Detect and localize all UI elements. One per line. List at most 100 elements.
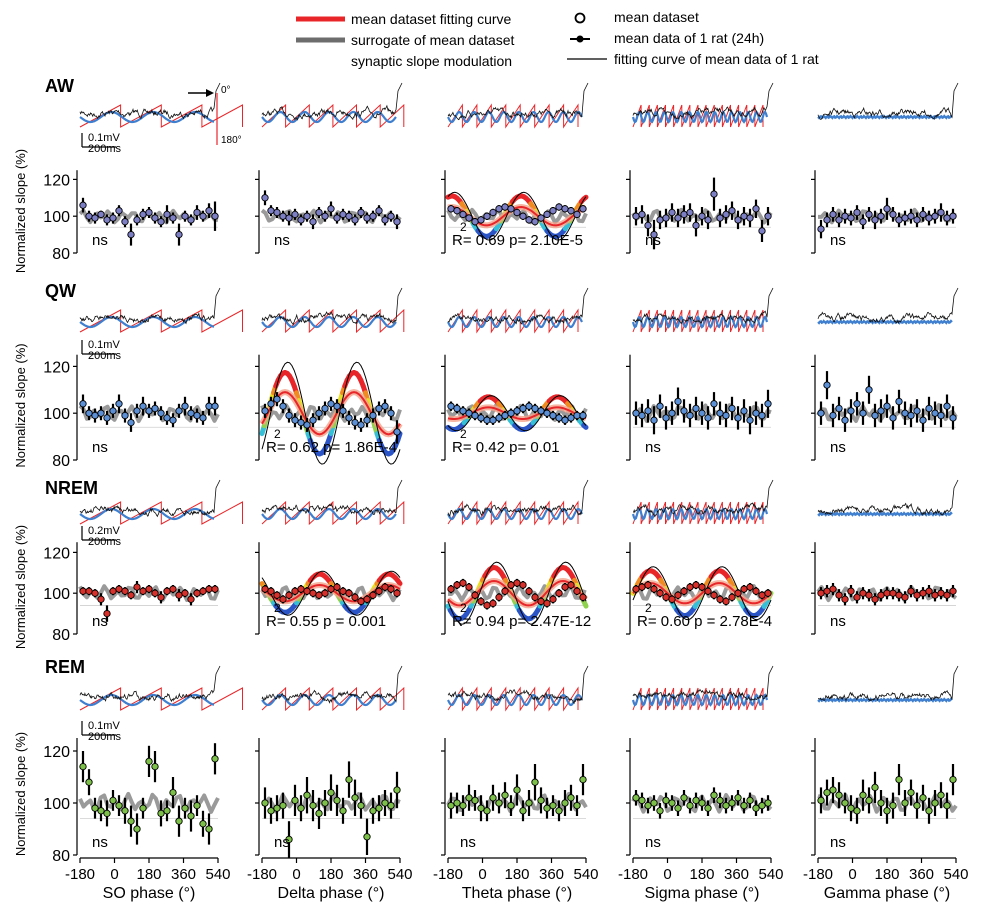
filtered-wave bbox=[817, 697, 953, 703]
mean-fit-curve bbox=[261, 391, 401, 436]
data-point bbox=[193, 411, 201, 420]
data-point bbox=[710, 791, 718, 799]
x-tick-label: -180 bbox=[65, 866, 95, 883]
slope-modulation-segment bbox=[581, 422, 589, 430]
data-point bbox=[931, 799, 939, 807]
data-point bbox=[205, 207, 213, 215]
data-point bbox=[211, 212, 219, 220]
data-point bbox=[549, 411, 557, 420]
data-point bbox=[145, 208, 153, 217]
slope-modulation-segment bbox=[581, 598, 589, 609]
data-point bbox=[315, 409, 323, 417]
r-squared-superscript: 2 bbox=[460, 427, 467, 441]
phase-arrowhead bbox=[206, 89, 214, 97]
data-point bbox=[823, 587, 831, 595]
data-point bbox=[453, 799, 461, 807]
data-point bbox=[285, 835, 293, 844]
scale-bar-volt-label: 0.2mV bbox=[88, 525, 120, 537]
x-tick-label: 540 bbox=[387, 866, 412, 883]
data-point bbox=[931, 409, 939, 417]
legend-label-one-rat: mean data of 1 rat (24h) bbox=[614, 30, 764, 46]
data-point bbox=[477, 597, 485, 606]
data-point bbox=[752, 409, 760, 417]
data-point bbox=[847, 407, 855, 415]
panel-rem-3: ns -180 0 180 360 540 Sigma phase (°) bbox=[618, 665, 784, 902]
panel-rem-4: ns -180 0 180 360 540 Gamma phase (°) bbox=[803, 665, 969, 902]
data-point bbox=[477, 804, 485, 812]
data-point bbox=[327, 400, 335, 408]
data-point bbox=[369, 411, 377, 420]
data-point bbox=[937, 791, 945, 799]
data-point bbox=[895, 591, 903, 599]
data-point bbox=[97, 595, 105, 603]
data-point bbox=[555, 807, 563, 815]
data-point bbox=[507, 409, 515, 417]
data-point bbox=[273, 208, 281, 217]
data-point bbox=[692, 221, 700, 230]
data-point bbox=[680, 407, 688, 415]
panel-nrem-4: ns bbox=[811, 479, 959, 635]
data-point bbox=[835, 591, 843, 599]
data-point bbox=[758, 227, 766, 235]
raw-lfp-trace bbox=[817, 82, 959, 121]
data-point bbox=[907, 212, 915, 220]
y-tick-label: 80 bbox=[52, 246, 70, 263]
data-point bbox=[303, 421, 311, 429]
filtered-wave bbox=[79, 110, 215, 124]
data-point bbox=[728, 593, 736, 601]
raw-lfp-trace bbox=[447, 479, 589, 517]
y-tick-label: 120 bbox=[43, 545, 70, 562]
raw-lfp-trace bbox=[633, 479, 774, 518]
scale-bar-time-label: 200ms bbox=[88, 536, 122, 548]
legend-label-one-rat-fit: fitting curve of mean data of 1 rat bbox=[614, 51, 819, 67]
x-tick-label: 180 bbox=[504, 866, 529, 883]
data-point bbox=[865, 210, 873, 219]
x-tick-label: 0 bbox=[292, 866, 300, 883]
raw-lfp-trace bbox=[818, 665, 959, 702]
data-point bbox=[471, 591, 479, 599]
filtered-wave bbox=[817, 114, 953, 120]
data-point bbox=[363, 214, 371, 222]
data-point bbox=[151, 214, 159, 222]
data-point bbox=[285, 591, 293, 599]
panel-qw-1: R= 0.62 p= 1.86E-42 bbox=[255, 287, 405, 465]
data-point bbox=[381, 583, 389, 591]
data-point bbox=[895, 775, 903, 784]
data-point bbox=[668, 799, 676, 807]
data-point bbox=[698, 409, 706, 417]
data-point bbox=[297, 585, 305, 593]
data-point bbox=[489, 416, 497, 424]
data-point bbox=[453, 404, 461, 413]
data-point bbox=[638, 210, 646, 219]
data-point bbox=[758, 591, 766, 599]
scale-bar-time-label: 200ms bbox=[88, 350, 122, 362]
data-point bbox=[285, 411, 293, 420]
data-point bbox=[85, 587, 93, 595]
data-point bbox=[686, 208, 694, 217]
data-point bbox=[127, 418, 135, 427]
data-point bbox=[453, 581, 461, 589]
panel-nrem-2: R= 0.94 p= 2.47E-122 bbox=[441, 479, 591, 635]
data-point bbox=[847, 214, 855, 222]
data-point bbox=[447, 402, 455, 410]
raw-lfp-trace bbox=[447, 665, 589, 705]
data-point bbox=[638, 796, 646, 805]
data-point bbox=[877, 407, 885, 415]
y-axis-label: Normalized slope (%) bbox=[13, 732, 28, 856]
one-rat-fit-curve bbox=[447, 395, 587, 432]
data-point bbox=[91, 589, 99, 597]
data-point bbox=[121, 218, 129, 226]
r-squared-superscript: 2 bbox=[460, 220, 467, 234]
data-point bbox=[459, 579, 467, 587]
panel-qw-2: R= 0.42 p= 0.012 bbox=[441, 287, 589, 461]
x-tick-label: 0 bbox=[478, 866, 486, 883]
data-point bbox=[205, 825, 213, 833]
data-point bbox=[829, 786, 837, 794]
stat-label: R= 0.60 p = 2.78E-4 bbox=[637, 613, 772, 630]
data-point bbox=[333, 583, 341, 591]
data-point bbox=[943, 402, 951, 410]
data-point bbox=[187, 812, 195, 820]
raw-lfp-trace bbox=[447, 287, 589, 325]
data-point bbox=[817, 409, 825, 417]
data-point bbox=[698, 212, 706, 220]
